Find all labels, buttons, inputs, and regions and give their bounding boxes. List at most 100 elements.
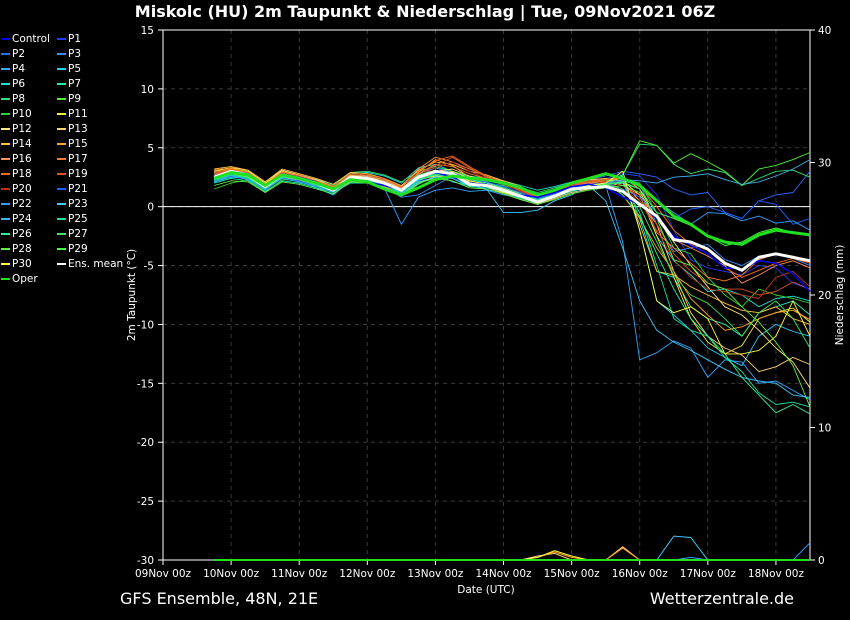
legend-label: P23 xyxy=(68,198,88,210)
legend-item: P17 xyxy=(57,153,88,166)
legend-swatch xyxy=(57,233,66,235)
legend-label: P7 xyxy=(68,78,82,90)
legend-label: P26 xyxy=(12,228,32,240)
y-tick-label: 5 xyxy=(147,143,154,155)
legend-swatch xyxy=(57,248,66,250)
legend-item: P18 xyxy=(1,168,32,181)
legend-item: P9 xyxy=(57,93,81,106)
x-tick-label: 13Nov 00z xyxy=(407,568,464,580)
legend-item: P7 xyxy=(57,78,81,91)
legend-item: P4 xyxy=(1,63,25,76)
y-axis-ticks: 15 10 5 0 -5 -10 -15 -20 -25 -30 xyxy=(137,25,163,567)
legend-swatch xyxy=(57,83,66,85)
legend-item: P15 xyxy=(57,138,88,151)
legend-label: P24 xyxy=(12,213,32,225)
legend-swatch xyxy=(57,263,66,265)
legend-label: P6 xyxy=(12,78,26,90)
chart-title: Miskolc (HU) 2m Taupunkt & Niederschlag … xyxy=(134,2,716,21)
legend-label: P20 xyxy=(12,183,32,195)
legend-item: P30 xyxy=(1,258,32,271)
y-tick-label: -20 xyxy=(137,437,154,449)
legend-label: P13 xyxy=(68,123,88,135)
x-tick-label: 16Nov 00z xyxy=(612,568,669,580)
legend-swatch xyxy=(57,68,66,70)
legend-label: P29 xyxy=(68,243,88,255)
precip-line-p15 xyxy=(214,547,810,561)
legend-label: Ens. mean xyxy=(68,258,124,270)
legend-label: P11 xyxy=(68,108,88,120)
legend-swatch xyxy=(57,173,66,175)
legend-label: P4 xyxy=(12,63,26,75)
legend-swatch xyxy=(57,218,66,220)
y-tick-label: 0 xyxy=(147,202,154,214)
legend-swatch xyxy=(57,53,66,55)
legend-label: P12 xyxy=(12,123,32,135)
series-line-p22 xyxy=(213,175,811,231)
legend-swatch xyxy=(1,263,10,265)
footer-model: GFS Ensemble, 48N, 21E xyxy=(120,589,319,608)
footer-source: Wetterzentrale.de xyxy=(649,589,794,608)
legend-swatch xyxy=(1,173,10,175)
legend-swatch xyxy=(57,158,66,160)
legend-item: P13 xyxy=(57,123,88,136)
legend-item: P24 xyxy=(1,213,32,226)
y-tick-label: -10 xyxy=(137,319,154,331)
legend-swatch xyxy=(1,278,10,280)
legend-swatch xyxy=(1,188,10,190)
legend-label: P2 xyxy=(12,48,26,60)
y-tick-label: -25 xyxy=(137,496,154,508)
legend-swatch xyxy=(57,113,66,115)
legend-label: P14 xyxy=(12,138,32,150)
legend-label: P17 xyxy=(68,153,88,165)
legend-item: P19 xyxy=(57,168,88,181)
legend-swatch xyxy=(1,38,10,40)
series-line-p4 xyxy=(213,167,811,401)
legend-label: P25 xyxy=(68,213,88,225)
y2-tick-label: 40 xyxy=(818,25,831,37)
legend-item: P22 xyxy=(1,198,32,211)
legend-item: P14 xyxy=(1,138,32,151)
y-tick-label: 15 xyxy=(141,25,154,37)
legend-swatch xyxy=(1,143,10,145)
legend-label: P3 xyxy=(68,48,82,60)
legend-item: P16 xyxy=(1,153,32,166)
y2-tick-label: 0 xyxy=(818,555,825,567)
legend-item: P5 xyxy=(57,63,81,76)
legend-label: P19 xyxy=(68,168,88,180)
legend-label: Oper xyxy=(12,273,38,285)
legend-swatch xyxy=(57,203,66,205)
legend-label: P28 xyxy=(12,243,32,255)
x-axis-label: Date (UTC) xyxy=(457,584,514,596)
y-tick-label: -5 xyxy=(144,261,154,273)
legend-item: Control xyxy=(1,33,50,46)
legend-label: P10 xyxy=(12,108,32,120)
legend-swatch xyxy=(57,143,66,145)
legend-item: P6 xyxy=(1,78,25,91)
legend-item: P27 xyxy=(57,228,88,241)
legend-swatch xyxy=(57,98,66,100)
legend-label: P16 xyxy=(12,153,32,165)
y-axis-label: 2m Taupunkt (°C) xyxy=(126,249,138,341)
series-line-oper xyxy=(213,171,811,246)
legend-swatch xyxy=(1,218,10,220)
legend-label: P18 xyxy=(12,168,32,180)
legend-item: P3 xyxy=(57,48,81,61)
series-line-p28 xyxy=(213,177,811,408)
legend-label: P5 xyxy=(68,63,82,75)
y2-axis-label: Niederschlag (mm) xyxy=(834,245,846,346)
legend-item: P29 xyxy=(57,243,88,256)
legend-item: P8 xyxy=(1,93,25,106)
series-line-p5 xyxy=(213,173,811,367)
legend-swatch xyxy=(57,38,66,40)
x-tick-label: 14Nov 00z xyxy=(475,568,532,580)
precip-line-p22 xyxy=(214,542,811,561)
legend-item: P10 xyxy=(1,108,32,121)
legend-item: Ens. mean xyxy=(57,258,123,271)
x-tick-label: 17Nov 00z xyxy=(680,568,737,580)
series-line-p14 xyxy=(214,161,811,325)
legend-label: P9 xyxy=(68,93,82,105)
x-axis-ticks: 09Nov 00z 10Nov 00z 11Nov 00z 12Nov 00z 13No… xyxy=(135,560,804,580)
y2-tick-label: 10 xyxy=(818,423,831,435)
y-tick-label: -15 xyxy=(137,378,154,390)
